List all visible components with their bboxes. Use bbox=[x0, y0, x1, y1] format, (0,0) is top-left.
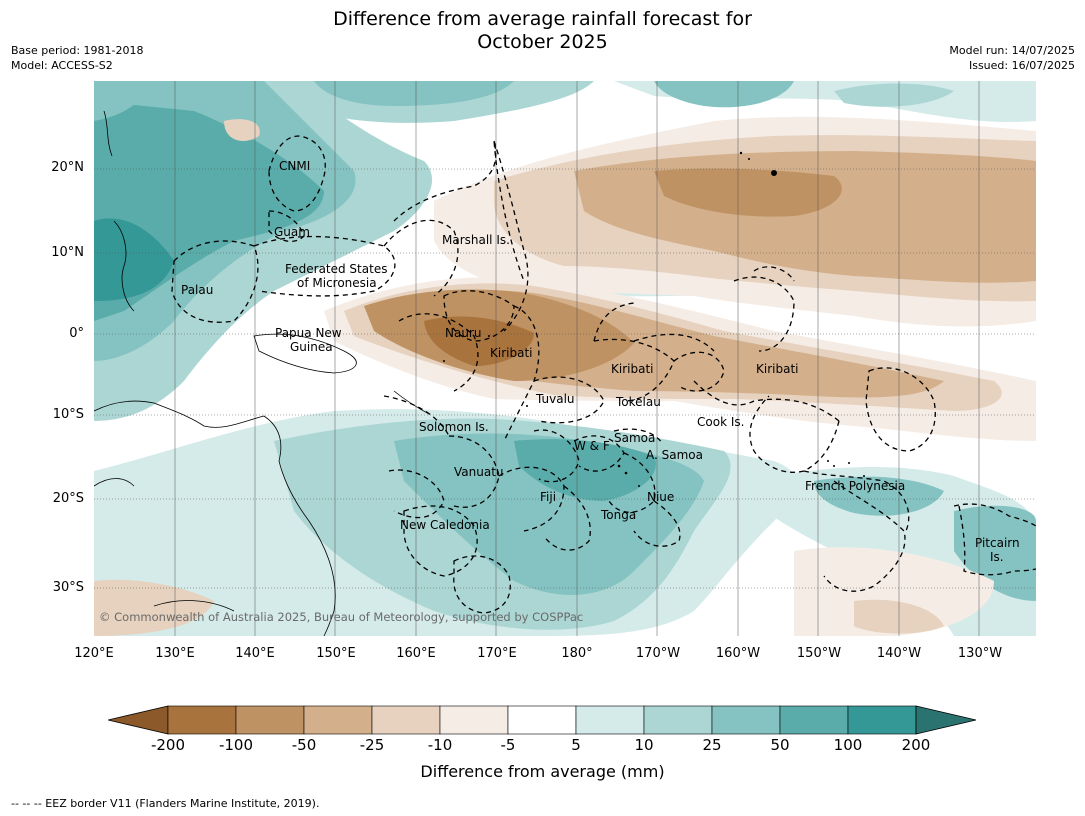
colorbar bbox=[108, 705, 977, 735]
lat-label-0: 0° bbox=[69, 326, 84, 341]
model-run: Model run: 14/07/2025 bbox=[949, 44, 1075, 57]
place-palau: Palau bbox=[181, 283, 214, 297]
dry-anomaly-layer bbox=[94, 116, 1036, 636]
place-cook-islands: Cook Is. bbox=[697, 415, 745, 429]
island-dots bbox=[443, 151, 865, 487]
wet-anomaly-layer bbox=[94, 81, 1036, 636]
colorbar-label-neg25: -25 bbox=[359, 736, 385, 754]
colorbar-cell bbox=[371, 705, 441, 735]
place-tokelau: Tokelau bbox=[616, 395, 661, 409]
place-nauru: Nauru bbox=[445, 326, 482, 340]
model-name: Model: ACCESS-S2 bbox=[11, 59, 113, 72]
colorbar-label-neg10: -10 bbox=[427, 736, 453, 754]
place-kiribati-west: Kiribati bbox=[490, 346, 533, 360]
title-line-1: Difference from average rainfall forecas… bbox=[333, 8, 752, 30]
colorbar-label-200: 200 bbox=[901, 736, 931, 754]
place-marshall-islands: Marshall Is. bbox=[442, 233, 510, 247]
map-grid-lat bbox=[94, 168, 1036, 589]
place-png-line1: Papua New bbox=[275, 326, 342, 340]
colorbar-cell bbox=[507, 705, 577, 735]
eez-borders bbox=[171, 135, 1036, 614]
lat-label-10s: 10°S bbox=[52, 407, 84, 422]
colorbar-title: Difference from average (mm) bbox=[420, 762, 665, 781]
place-tuvalu: Tuvalu bbox=[536, 392, 575, 406]
map-grid bbox=[174, 81, 980, 636]
place-samoa: Samoa bbox=[614, 431, 656, 445]
lon-label-170w: 170°W bbox=[635, 646, 681, 661]
colorbar-cell bbox=[235, 705, 305, 735]
colorbar-cell bbox=[779, 705, 849, 735]
colorbar-label-neg50: -50 bbox=[291, 736, 317, 754]
place-solomon-islands: Solomon Is. bbox=[419, 420, 489, 434]
title-line-2: October 2025 bbox=[477, 31, 608, 53]
lon-label-180: 180° bbox=[561, 646, 593, 661]
colorbar-cell bbox=[847, 705, 917, 735]
place-tonga: Tonga bbox=[601, 508, 637, 522]
place-pitcairn-line1: Pitcairn bbox=[975, 536, 1020, 550]
place-guam: Guam bbox=[274, 225, 310, 239]
eez-legend-note: -- -- -- EEZ border V11 (Flanders Marine… bbox=[11, 797, 320, 810]
lon-label-140w: 140°W bbox=[876, 646, 922, 661]
colorbar-label-10: 10 bbox=[634, 736, 654, 754]
lon-label-160e: 160°E bbox=[396, 646, 436, 661]
base-period: Base period: 1981-2018 bbox=[11, 44, 144, 57]
place-vanuatu: Vanuatu bbox=[454, 465, 504, 479]
colorbar-label-25: 25 bbox=[702, 736, 722, 754]
place-wallis-futuna: W & F bbox=[574, 439, 610, 453]
meta-right: Model run: 14/07/2025 Issued: 16/07/2025 bbox=[949, 43, 1075, 73]
colorbar-label-5: 5 bbox=[571, 736, 581, 754]
colorbar-label-neg100: -100 bbox=[218, 736, 254, 754]
place-niue: Niue bbox=[647, 490, 675, 504]
lon-label-120e: 120°E bbox=[74, 646, 114, 661]
colorbar-label-50: 50 bbox=[770, 736, 790, 754]
place-american-samoa: A. Samoa bbox=[646, 448, 703, 462]
colorbar-cell bbox=[303, 705, 373, 735]
coastlines bbox=[94, 110, 430, 636]
place-kiribati-central: Kiribati bbox=[611, 362, 654, 376]
lat-label-10n: 10°N bbox=[51, 245, 84, 260]
issued-date: Issued: 16/07/2025 bbox=[968, 59, 1075, 72]
lon-label-140e: 140°E bbox=[235, 646, 275, 661]
place-fiji: Fiji bbox=[540, 490, 557, 504]
colorbar-cell bbox=[167, 705, 237, 735]
lat-label-20n: 20°N bbox=[51, 160, 84, 175]
colorbar-cell bbox=[575, 705, 645, 735]
lat-label-20s: 20°S bbox=[52, 491, 84, 506]
chart-title: Difference from average rainfall forecas… bbox=[0, 8, 1085, 54]
lon-label-130w: 130°W bbox=[957, 646, 1003, 661]
place-pitcairn-line2: Is. bbox=[990, 550, 1004, 564]
rainfall-map bbox=[94, 81, 1036, 636]
colorbar-extend-high bbox=[915, 705, 977, 735]
place-kiribati-east: Kiribati bbox=[756, 362, 799, 376]
colorbar-label-neg5: -5 bbox=[500, 736, 516, 754]
lon-label-150e: 150°E bbox=[316, 646, 356, 661]
lon-label-150w: 150°W bbox=[796, 646, 842, 661]
colorbar-cell bbox=[711, 705, 781, 735]
colorbar-cell bbox=[643, 705, 713, 735]
lon-label-160w: 160°W bbox=[715, 646, 761, 661]
colorbar-extend-low bbox=[108, 705, 169, 735]
lon-label-170e: 170°E bbox=[477, 646, 517, 661]
place-cnmi: CNMI bbox=[279, 159, 311, 173]
meta-left: Base period: 1981-2018 Model: ACCESS-S2 bbox=[11, 43, 143, 73]
place-png-line2: Guinea bbox=[290, 340, 333, 354]
colorbar-label-100: 100 bbox=[833, 736, 863, 754]
lat-label-30s: 30°S bbox=[52, 580, 84, 595]
place-french-polynesia: French Polynesia bbox=[805, 479, 906, 493]
lon-label-130e: 130°E bbox=[155, 646, 195, 661]
copyright-notice: © Commonwealth of Australia 2025, Bureau… bbox=[99, 610, 584, 624]
colorbar-cell bbox=[439, 705, 509, 735]
place-new-caledonia: New Caledonia bbox=[400, 518, 490, 532]
place-fsm-line2: of Micronesia bbox=[297, 276, 377, 290]
place-fsm-line1: Federated States bbox=[285, 262, 388, 276]
colorbar-label-neg200: -200 bbox=[150, 736, 186, 754]
